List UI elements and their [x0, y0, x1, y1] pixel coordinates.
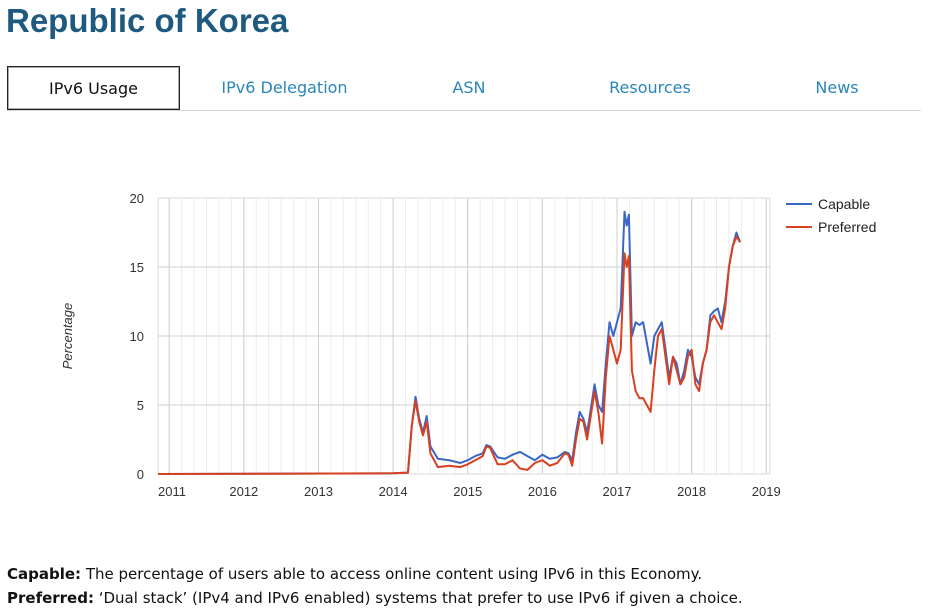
legend-label-preferred: Preferred — [818, 219, 877, 235]
legend-swatch-preferred — [786, 226, 812, 228]
tab-ipv6-usage[interactable]: IPv6 Usage — [7, 66, 180, 110]
tab-news[interactable]: News — [815, 78, 859, 97]
x-tick-label: 2013 — [304, 484, 333, 499]
y-tick-label: 5 — [137, 398, 144, 413]
series-line-preferred — [157, 235, 741, 475]
tab-ipv6-delegation[interactable]: IPv6 Delegation — [221, 78, 348, 97]
series-line-capable — [157, 210, 742, 475]
preferred-text: ‘Dual stack’ (IPv4 and IPv6 enabled) sys… — [93, 589, 743, 607]
y-tick-label: 0 — [137, 467, 144, 482]
ipv6-usage-chart: 0 5 10 15 20 2011 2012 2013 2014 2015 2016 2017 2018… — [0, 180, 931, 510]
tab-asn[interactable]: ASN — [452, 78, 486, 97]
page-title: Republic of Korea — [6, 2, 289, 39]
capable-description: Capable: The percentage of users able to… — [7, 565, 702, 583]
preferred-term: Preferred: — [7, 589, 94, 607]
y-axis-label: Percentage — [60, 303, 75, 370]
legend-item-capable: Capable — [786, 196, 870, 212]
preferred-description: Preferred: ‘Dual stack’ (IPv4 and IPv6 e… — [7, 589, 743, 607]
tab-bar: IPv6 Usage IPv6 Delegation ASN Resources… — [7, 66, 921, 111]
x-tick-label: 2018 — [677, 484, 706, 499]
x-tick-label: 2012 — [229, 484, 258, 499]
x-tick-label: 2019 — [752, 484, 781, 499]
y-tick-label: 15 — [130, 260, 144, 275]
legend-label-capable: Capable — [818, 196, 871, 212]
x-tick-label: 2011 — [158, 484, 186, 499]
legend-item-preferred: Preferred — [786, 219, 876, 235]
chart-svg: 0 5 10 15 20 2011 2012 2013 2014 2015 2016 2017 2018… — [60, 191, 781, 499]
y-tick-label: 20 — [130, 191, 144, 206]
x-tick-label: 2014 — [379, 484, 408, 499]
capable-text: The percentage of users able to access o… — [81, 565, 703, 583]
y-tick-label: 10 — [130, 329, 144, 344]
x-tick-label: 2017 — [603, 484, 632, 499]
x-tick-label: 2015 — [453, 484, 482, 499]
plot-border — [157, 197, 771, 475]
capable-term: Capable: — [7, 565, 82, 583]
tab-resources[interactable]: Resources — [609, 78, 691, 97]
x-tick-label: 2016 — [528, 484, 557, 499]
legend-swatch-capable — [786, 203, 812, 205]
